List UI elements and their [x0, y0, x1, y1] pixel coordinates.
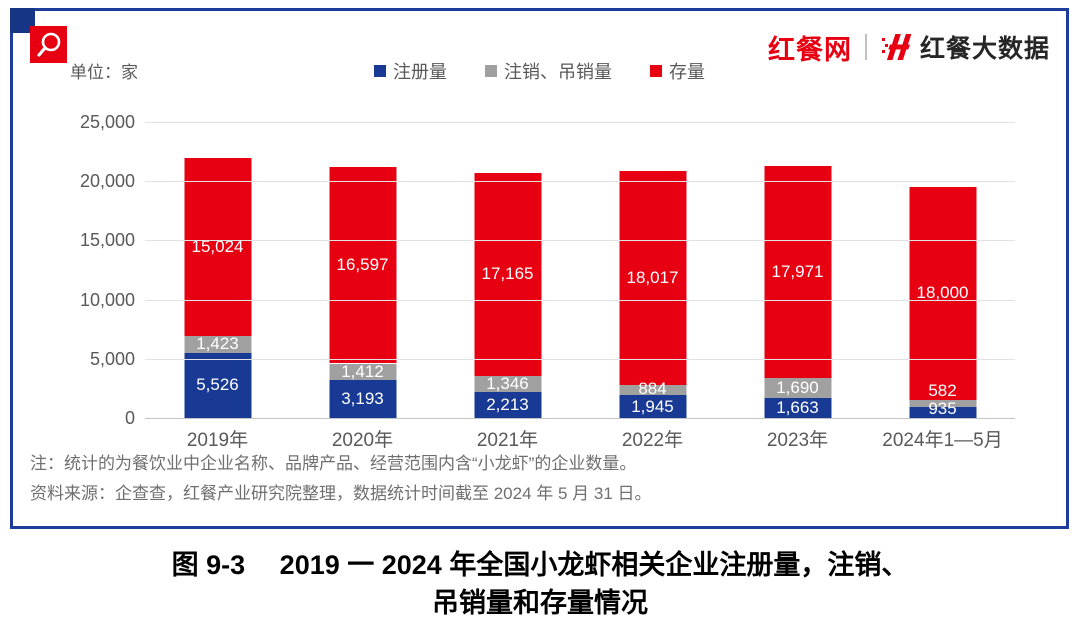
bar-segment [909, 186, 976, 401]
bar-column: 935 582 18,000 2024年1—5月 [870, 122, 1015, 451]
legend-item: 注销、吊销量 [485, 58, 612, 84]
y-tick-label: 15,000 [79, 230, 135, 251]
legend-label: 存量 [669, 62, 705, 82]
legend-swatch [485, 65, 497, 77]
footnote-statistics: 注：统计的为餐饮业中企业名称、品牌产品、经营范围内含“小龙虾”的企业数量。 [30, 454, 637, 473]
gridline [145, 299, 1015, 301]
y-tick-label: 0 [124, 408, 135, 428]
bar-value-label: 935 [928, 399, 957, 418]
bar-value-label: 1,663 [776, 398, 819, 418]
gridline [145, 240, 1015, 242]
bar-value-label: 1,945 [631, 396, 674, 416]
bar-value-label: 1,346 [486, 373, 529, 393]
bar-segment [619, 384, 686, 395]
chart-panel: 单位：家 注册量 注销、吊销量 存量 红餐网 红餐大数据 5,526 1,423 15,… [10, 8, 1069, 529]
legend-item: 注册量 [374, 58, 447, 84]
brand-product-name: 红餐大数据 [919, 35, 1050, 63]
bar-segment [619, 394, 686, 418]
bar-value-label: 1,423 [196, 334, 239, 354]
legend-swatch [374, 65, 386, 77]
bar-value-label: 16,597 [336, 255, 389, 275]
gridline [145, 122, 1015, 123]
bar-value-label: 18,017 [626, 267, 679, 287]
figure-caption-line2: 吊销量和存量情况 [432, 588, 648, 618]
bar-value-label: 1,412 [341, 361, 384, 381]
bar-segment [764, 165, 831, 379]
figure-caption-line1: 图 9-3 2019 一 2024 年全国小龙虾相关企业注册量，注销、 [171, 550, 909, 580]
bar-segment [619, 171, 686, 385]
y-tick-label: 25,000 [79, 112, 135, 132]
x-tick-label: 2023年 [766, 430, 829, 451]
bar-segment [329, 363, 396, 381]
bar-segment [184, 157, 251, 336]
bar-value-label: 582 [928, 381, 957, 400]
bar-column: 3,193 1,412 16,597 2020年 [290, 122, 435, 451]
gridline [145, 181, 1015, 183]
bar-column: 1,945 884 18,017 2022年 [580, 122, 725, 451]
bar-segment [474, 391, 541, 418]
bar-segment [909, 400, 976, 407]
bar-segment [764, 398, 831, 418]
stacked-bar: 5,526 1,423 15,024 [184, 157, 251, 418]
stacked-bar: 2,213 1,346 17,165 [474, 172, 541, 418]
chart-legend: 注册量 注销、吊销量 存量 [13, 58, 1066, 84]
bar-segment [764, 378, 831, 399]
stacked-bar: 1,945 884 18,017 [619, 171, 686, 418]
x-axis-line [145, 418, 1015, 419]
bar-value-label: 17,165 [481, 264, 534, 284]
bar-value-label: 3,193 [341, 389, 384, 409]
stacked-bar: 935 582 18,000 [909, 186, 976, 418]
x-tick-label: 2021年 [476, 430, 539, 451]
legend-label: 注销、吊销量 [504, 62, 612, 82]
x-tick-label: 2024年1—5月 [882, 430, 1003, 451]
bar-column: 1,663 1,690 17,971 2023年 [725, 122, 870, 451]
legend-swatch [650, 65, 662, 77]
x-tick-label: 2019年 [186, 430, 249, 451]
magnifier-tile [30, 26, 67, 63]
bar-value-label: 15,024 [191, 236, 244, 256]
bar-value-label: 2,213 [486, 394, 529, 414]
stacked-bar: 1,663 1,690 17,971 [764, 165, 831, 418]
magnifier-icon [36, 32, 60, 57]
unit-label: 单位：家 [70, 63, 138, 82]
footnote-source: 资料来源：企查查，红餐产业研究院整理，数据统计时间截至 2024 年 5 月 3… [30, 484, 652, 503]
bar-segment [184, 335, 251, 353]
bar-segment [474, 172, 541, 376]
bar-segment [474, 375, 541, 392]
footnotes: 注：统计的为餐饮业中企业名称、品牌产品、经营范围内含“小龙虾”的企业数量。 资料… [30, 449, 652, 509]
bar-segment [909, 406, 976, 418]
bar-column: 2,213 1,346 17,165 2021年 [435, 122, 580, 451]
x-tick-label: 2022年 [621, 430, 684, 451]
y-tick-label: 20,000 [79, 171, 135, 192]
y-tick-label: 10,000 [79, 289, 135, 310]
brand-site-name: 红餐网 [767, 34, 852, 65]
brand-h-logo-icon [881, 34, 912, 60]
legend-label: 注册量 [393, 62, 447, 82]
brand-divider [864, 34, 867, 60]
bar-value-label: 1,690 [776, 378, 819, 398]
bar-column: 5,526 1,423 15,024 2019年 [145, 122, 290, 451]
bar-segment [329, 166, 396, 364]
bar-value-label: 17,971 [771, 261, 824, 281]
brand-header: 红餐网 红餐大数据 [768, 27, 1050, 67]
bar-columns: 5,526 1,423 15,024 2019年 3,193 1,412 16,597 202… [145, 122, 1015, 451]
gridline [145, 358, 1015, 360]
bar-value-label: 884 [638, 378, 667, 398]
bar-segment [184, 352, 251, 418]
figure-caption: 图 9-3 2019 一 2024 年全国小龙虾相关企业注册量，注销、 吊销量和… [0, 546, 1080, 622]
legend-item: 存量 [650, 58, 705, 84]
stacked-bar: 3,193 1,412 16,597 [329, 166, 396, 418]
plot-area: 5,526 1,423 15,024 2019年 3,193 1,412 16,597 202… [80, 112, 1015, 451]
x-tick-label: 2020年 [331, 430, 394, 451]
bar-value-label: 5,526 [196, 375, 239, 395]
y-tick-label: 5,000 [89, 348, 135, 369]
bar-value-label: 18,000 [916, 283, 969, 303]
bar-segment [329, 380, 396, 418]
